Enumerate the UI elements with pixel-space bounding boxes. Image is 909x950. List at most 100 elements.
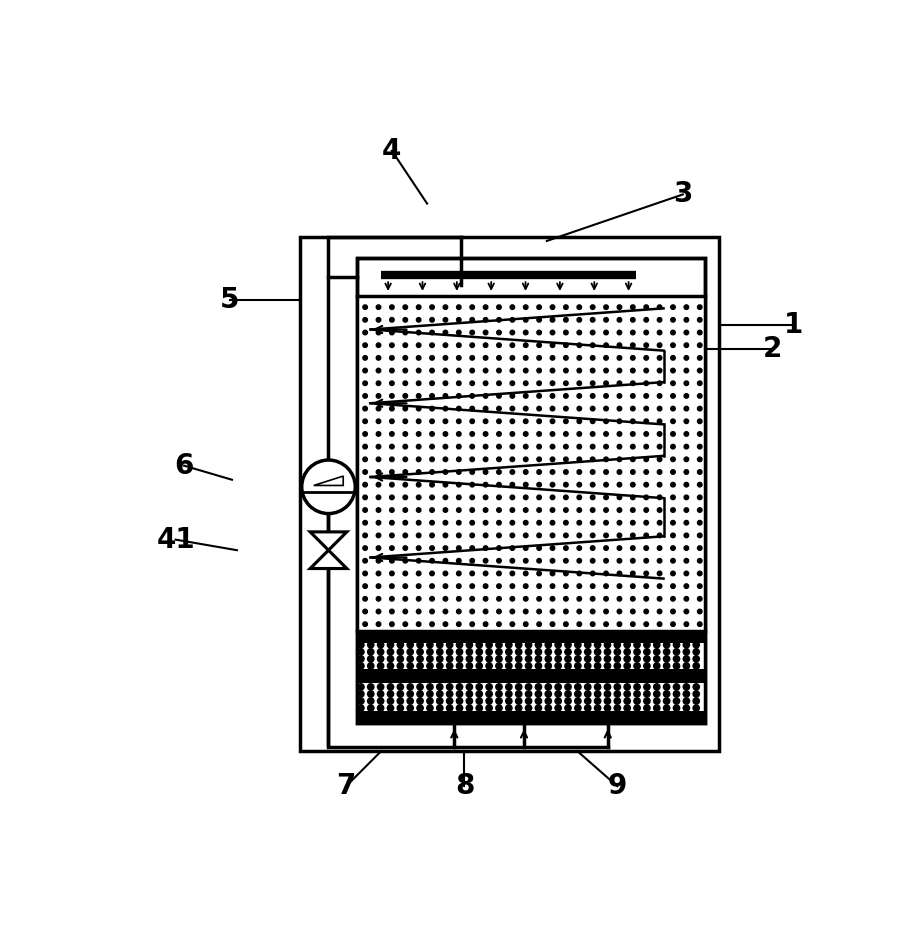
Circle shape xyxy=(631,609,635,614)
Circle shape xyxy=(430,431,435,436)
Circle shape xyxy=(671,584,675,588)
Circle shape xyxy=(684,393,689,398)
Circle shape xyxy=(444,305,448,310)
Circle shape xyxy=(390,305,395,310)
Circle shape xyxy=(535,691,542,697)
Circle shape xyxy=(604,343,608,348)
Circle shape xyxy=(555,691,562,697)
Circle shape xyxy=(631,457,635,462)
Circle shape xyxy=(416,508,421,512)
Circle shape xyxy=(407,663,414,669)
Circle shape xyxy=(564,407,568,410)
Circle shape xyxy=(564,457,568,462)
Circle shape xyxy=(537,343,542,348)
Circle shape xyxy=(358,641,365,648)
Circle shape xyxy=(390,431,395,436)
Circle shape xyxy=(510,343,514,348)
Circle shape xyxy=(591,331,594,334)
Circle shape xyxy=(390,495,395,500)
Circle shape xyxy=(444,355,448,360)
Circle shape xyxy=(470,305,474,310)
Circle shape xyxy=(444,457,448,462)
Circle shape xyxy=(510,584,514,588)
Circle shape xyxy=(684,431,689,436)
Circle shape xyxy=(564,533,568,538)
Circle shape xyxy=(591,584,594,588)
Circle shape xyxy=(486,705,493,712)
Circle shape xyxy=(684,381,689,386)
Circle shape xyxy=(484,483,488,487)
Circle shape xyxy=(476,663,483,669)
Circle shape xyxy=(550,343,554,348)
Circle shape xyxy=(456,705,463,712)
Circle shape xyxy=(657,622,662,626)
Circle shape xyxy=(664,641,670,648)
Circle shape xyxy=(564,355,568,360)
Circle shape xyxy=(444,584,448,588)
Circle shape xyxy=(644,684,650,690)
Circle shape xyxy=(403,559,407,563)
Circle shape xyxy=(564,622,568,626)
Circle shape xyxy=(634,698,640,704)
Circle shape xyxy=(644,369,648,372)
Circle shape xyxy=(376,495,381,500)
Circle shape xyxy=(631,355,635,360)
Circle shape xyxy=(537,483,542,487)
Circle shape xyxy=(684,559,689,563)
Circle shape xyxy=(604,331,608,334)
Circle shape xyxy=(524,508,528,512)
Circle shape xyxy=(444,419,448,424)
Circle shape xyxy=(515,698,522,704)
Circle shape xyxy=(496,571,501,576)
Circle shape xyxy=(604,584,608,588)
Circle shape xyxy=(631,597,635,601)
Circle shape xyxy=(387,705,394,712)
Circle shape xyxy=(693,641,699,648)
Circle shape xyxy=(644,393,648,398)
Circle shape xyxy=(416,571,421,576)
Circle shape xyxy=(376,305,381,310)
Circle shape xyxy=(631,407,635,410)
Circle shape xyxy=(444,343,448,348)
Circle shape xyxy=(624,705,630,712)
Circle shape xyxy=(604,649,611,655)
Circle shape xyxy=(584,691,591,697)
Circle shape xyxy=(550,609,554,614)
Circle shape xyxy=(444,431,448,436)
Circle shape xyxy=(644,609,648,614)
Circle shape xyxy=(484,419,488,424)
Circle shape xyxy=(693,684,699,690)
Circle shape xyxy=(684,355,689,360)
Circle shape xyxy=(466,649,473,655)
Circle shape xyxy=(515,705,522,712)
Circle shape xyxy=(403,521,407,525)
Circle shape xyxy=(550,483,554,487)
Circle shape xyxy=(631,445,635,449)
Circle shape xyxy=(617,483,622,487)
Circle shape xyxy=(387,663,394,669)
Circle shape xyxy=(436,691,443,697)
Circle shape xyxy=(674,684,680,690)
Circle shape xyxy=(376,622,381,626)
Circle shape xyxy=(376,457,381,462)
Text: 4: 4 xyxy=(382,137,402,164)
Circle shape xyxy=(550,508,554,512)
Circle shape xyxy=(574,691,581,697)
Circle shape xyxy=(456,684,463,690)
Circle shape xyxy=(697,508,702,512)
Circle shape xyxy=(617,331,622,334)
Circle shape xyxy=(657,407,662,410)
Circle shape xyxy=(376,331,381,334)
Circle shape xyxy=(416,622,421,626)
Circle shape xyxy=(444,381,448,386)
Circle shape xyxy=(426,656,433,662)
Circle shape xyxy=(614,663,621,669)
Circle shape xyxy=(644,641,650,648)
Circle shape xyxy=(584,698,591,704)
Circle shape xyxy=(363,305,367,310)
Circle shape xyxy=(550,419,554,424)
Circle shape xyxy=(617,584,622,588)
Circle shape xyxy=(390,381,395,386)
Circle shape xyxy=(376,597,381,601)
Circle shape xyxy=(693,705,699,712)
